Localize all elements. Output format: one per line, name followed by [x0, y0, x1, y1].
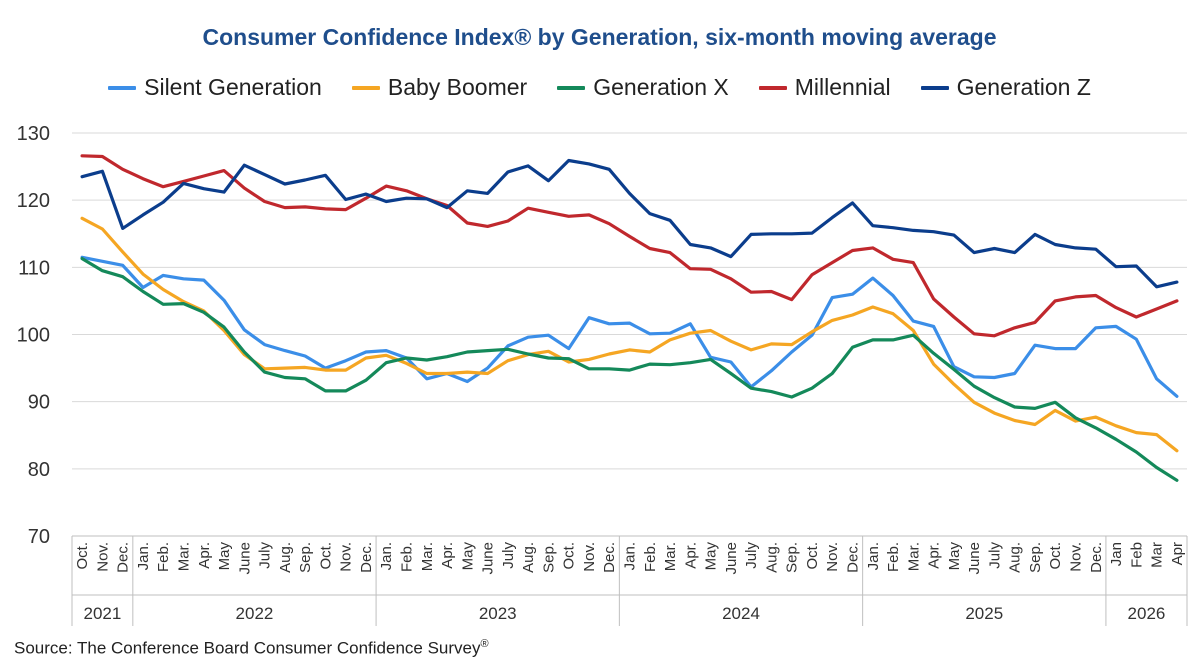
x-tick-label: Mar — [1149, 542, 1166, 568]
legend-label: Baby Boomer — [387, 74, 528, 100]
legend-item-generation-z: Generation Z — [920, 74, 1091, 101]
x-tick-label: Apr — [1169, 542, 1186, 565]
legend-item-silent-generation: Silent Generation — [108, 74, 322, 101]
x-tick-label: Oct. — [1047, 542, 1064, 570]
legend-label: Generation X — [593, 74, 729, 100]
series-line-millennial — [80, 154, 1179, 338]
x-tick-label: Apr. — [926, 542, 943, 569]
x-tick-label: Dec. — [845, 542, 862, 573]
x-tick-label: Mar. — [662, 542, 679, 571]
series-line-generation-x — [80, 257, 1179, 482]
year-label: 2026 — [1128, 604, 1166, 623]
year-label: 2024 — [722, 604, 760, 623]
x-tick-label: June — [236, 542, 253, 575]
x-tick-label: Dec. — [358, 542, 375, 573]
series-line-baby-boomer — [80, 216, 1179, 453]
x-tick-label: July — [257, 542, 274, 569]
x-tick-label: Nov. — [824, 542, 841, 572]
year-label: 2021 — [83, 604, 121, 623]
y-tick-label: 90 — [28, 392, 50, 414]
x-tick-label: Nov. — [581, 542, 598, 572]
x-tick-label: May — [703, 542, 720, 571]
x-tick-label: July — [743, 542, 760, 569]
legend-label: Generation Z — [956, 74, 1091, 100]
x-tick-label: Sep. — [1027, 542, 1044, 573]
x-tick-label: Feb. — [642, 542, 659, 572]
legend-swatch — [920, 85, 949, 90]
source-note: Source: The Conference Board Consumer Co… — [14, 638, 489, 659]
x-tick-label: Jan. — [135, 542, 152, 570]
x-tick-label: Jan — [1108, 542, 1125, 566]
x-tick-label: Oct. — [317, 542, 334, 570]
registered-mark: ® — [480, 638, 489, 650]
x-tick-label: Aug. — [520, 542, 537, 573]
chart-title: Consumer Confidence Index® by Generation… — [202, 24, 997, 50]
x-tick-label: Jan. — [378, 542, 395, 570]
x-tick-label: May — [216, 542, 233, 571]
y-tick-label: 100 — [17, 325, 50, 347]
x-tick-label: Dec. — [115, 542, 132, 573]
x-tick-label: June — [480, 542, 497, 575]
x-tick-label: Jan. — [622, 542, 639, 570]
legend-swatch — [351, 85, 380, 90]
y-tick-label: 120 — [17, 190, 50, 212]
x-tick-label: June — [723, 542, 740, 575]
x-tick-label: Nov. — [94, 542, 111, 572]
chart-legend: Silent Generation Baby Boomer Generation… — [0, 74, 1199, 101]
source-text: Source: The Conference Board Consumer Co… — [14, 638, 481, 658]
y-tick-label: 80 — [28, 459, 50, 481]
series-line-silent-generation — [80, 255, 1179, 398]
x-tick-label: May — [459, 542, 476, 571]
legend-item-baby-boomer: Baby Boomer — [351, 74, 528, 101]
y-tick-label: 130 — [17, 123, 50, 145]
legend-item-millennial: Millennial — [758, 74, 891, 101]
x-tick-label: Jan. — [865, 542, 882, 570]
x-tick-label: Mar. — [176, 542, 193, 571]
x-tick-label: Nov. — [1068, 542, 1085, 572]
year-label: 2022 — [236, 604, 274, 623]
x-tick-label: Apr. — [439, 542, 456, 569]
legend-swatch — [108, 85, 137, 90]
x-tick-label: Feb. — [885, 542, 902, 572]
x-tick-label: Feb. — [155, 542, 172, 572]
legend-item-generation-x: Generation X — [557, 74, 729, 101]
x-tick-label: July — [986, 542, 1003, 569]
x-tick-label: Sep. — [540, 542, 557, 573]
x-tick-label: Oct. — [74, 542, 91, 570]
series-line-generation-z — [80, 158, 1179, 289]
y-tick-label: 110 — [18, 257, 50, 279]
x-tick-label: Aug. — [1007, 542, 1024, 573]
legend-label: Millennial — [794, 74, 891, 100]
x-tick-label: Sep. — [784, 542, 801, 573]
x-tick-label: Oct. — [804, 542, 821, 570]
year-label: 2025 — [965, 604, 1003, 623]
x-tick-label: Apr. — [682, 542, 699, 569]
legend-label: Silent Generation — [144, 74, 322, 100]
legend-swatch — [557, 85, 586, 90]
x-tick-label: Oct. — [561, 542, 578, 570]
x-tick-label: Mar. — [905, 542, 922, 571]
x-tick-label: Dec. — [1088, 542, 1105, 573]
x-tick-label: July — [500, 542, 517, 569]
x-tick-label: Sep. — [297, 542, 314, 573]
x-tick-label: June — [966, 542, 983, 575]
x-tick-label: Feb — [1128, 542, 1145, 568]
x-tick-label: Apr. — [196, 542, 213, 569]
x-tick-label: Mar. — [419, 542, 436, 571]
year-label: 2023 — [479, 604, 517, 623]
y-tick-label: 70 — [28, 526, 50, 548]
legend-swatch — [758, 85, 787, 90]
x-tick-label: May — [946, 542, 963, 571]
x-tick-label: Dec. — [601, 542, 618, 573]
x-tick-label: Aug. — [763, 542, 780, 573]
x-tick-label: Aug. — [277, 542, 294, 573]
x-tick-label: Feb. — [399, 542, 416, 572]
x-tick-label: Nov. — [338, 542, 355, 572]
